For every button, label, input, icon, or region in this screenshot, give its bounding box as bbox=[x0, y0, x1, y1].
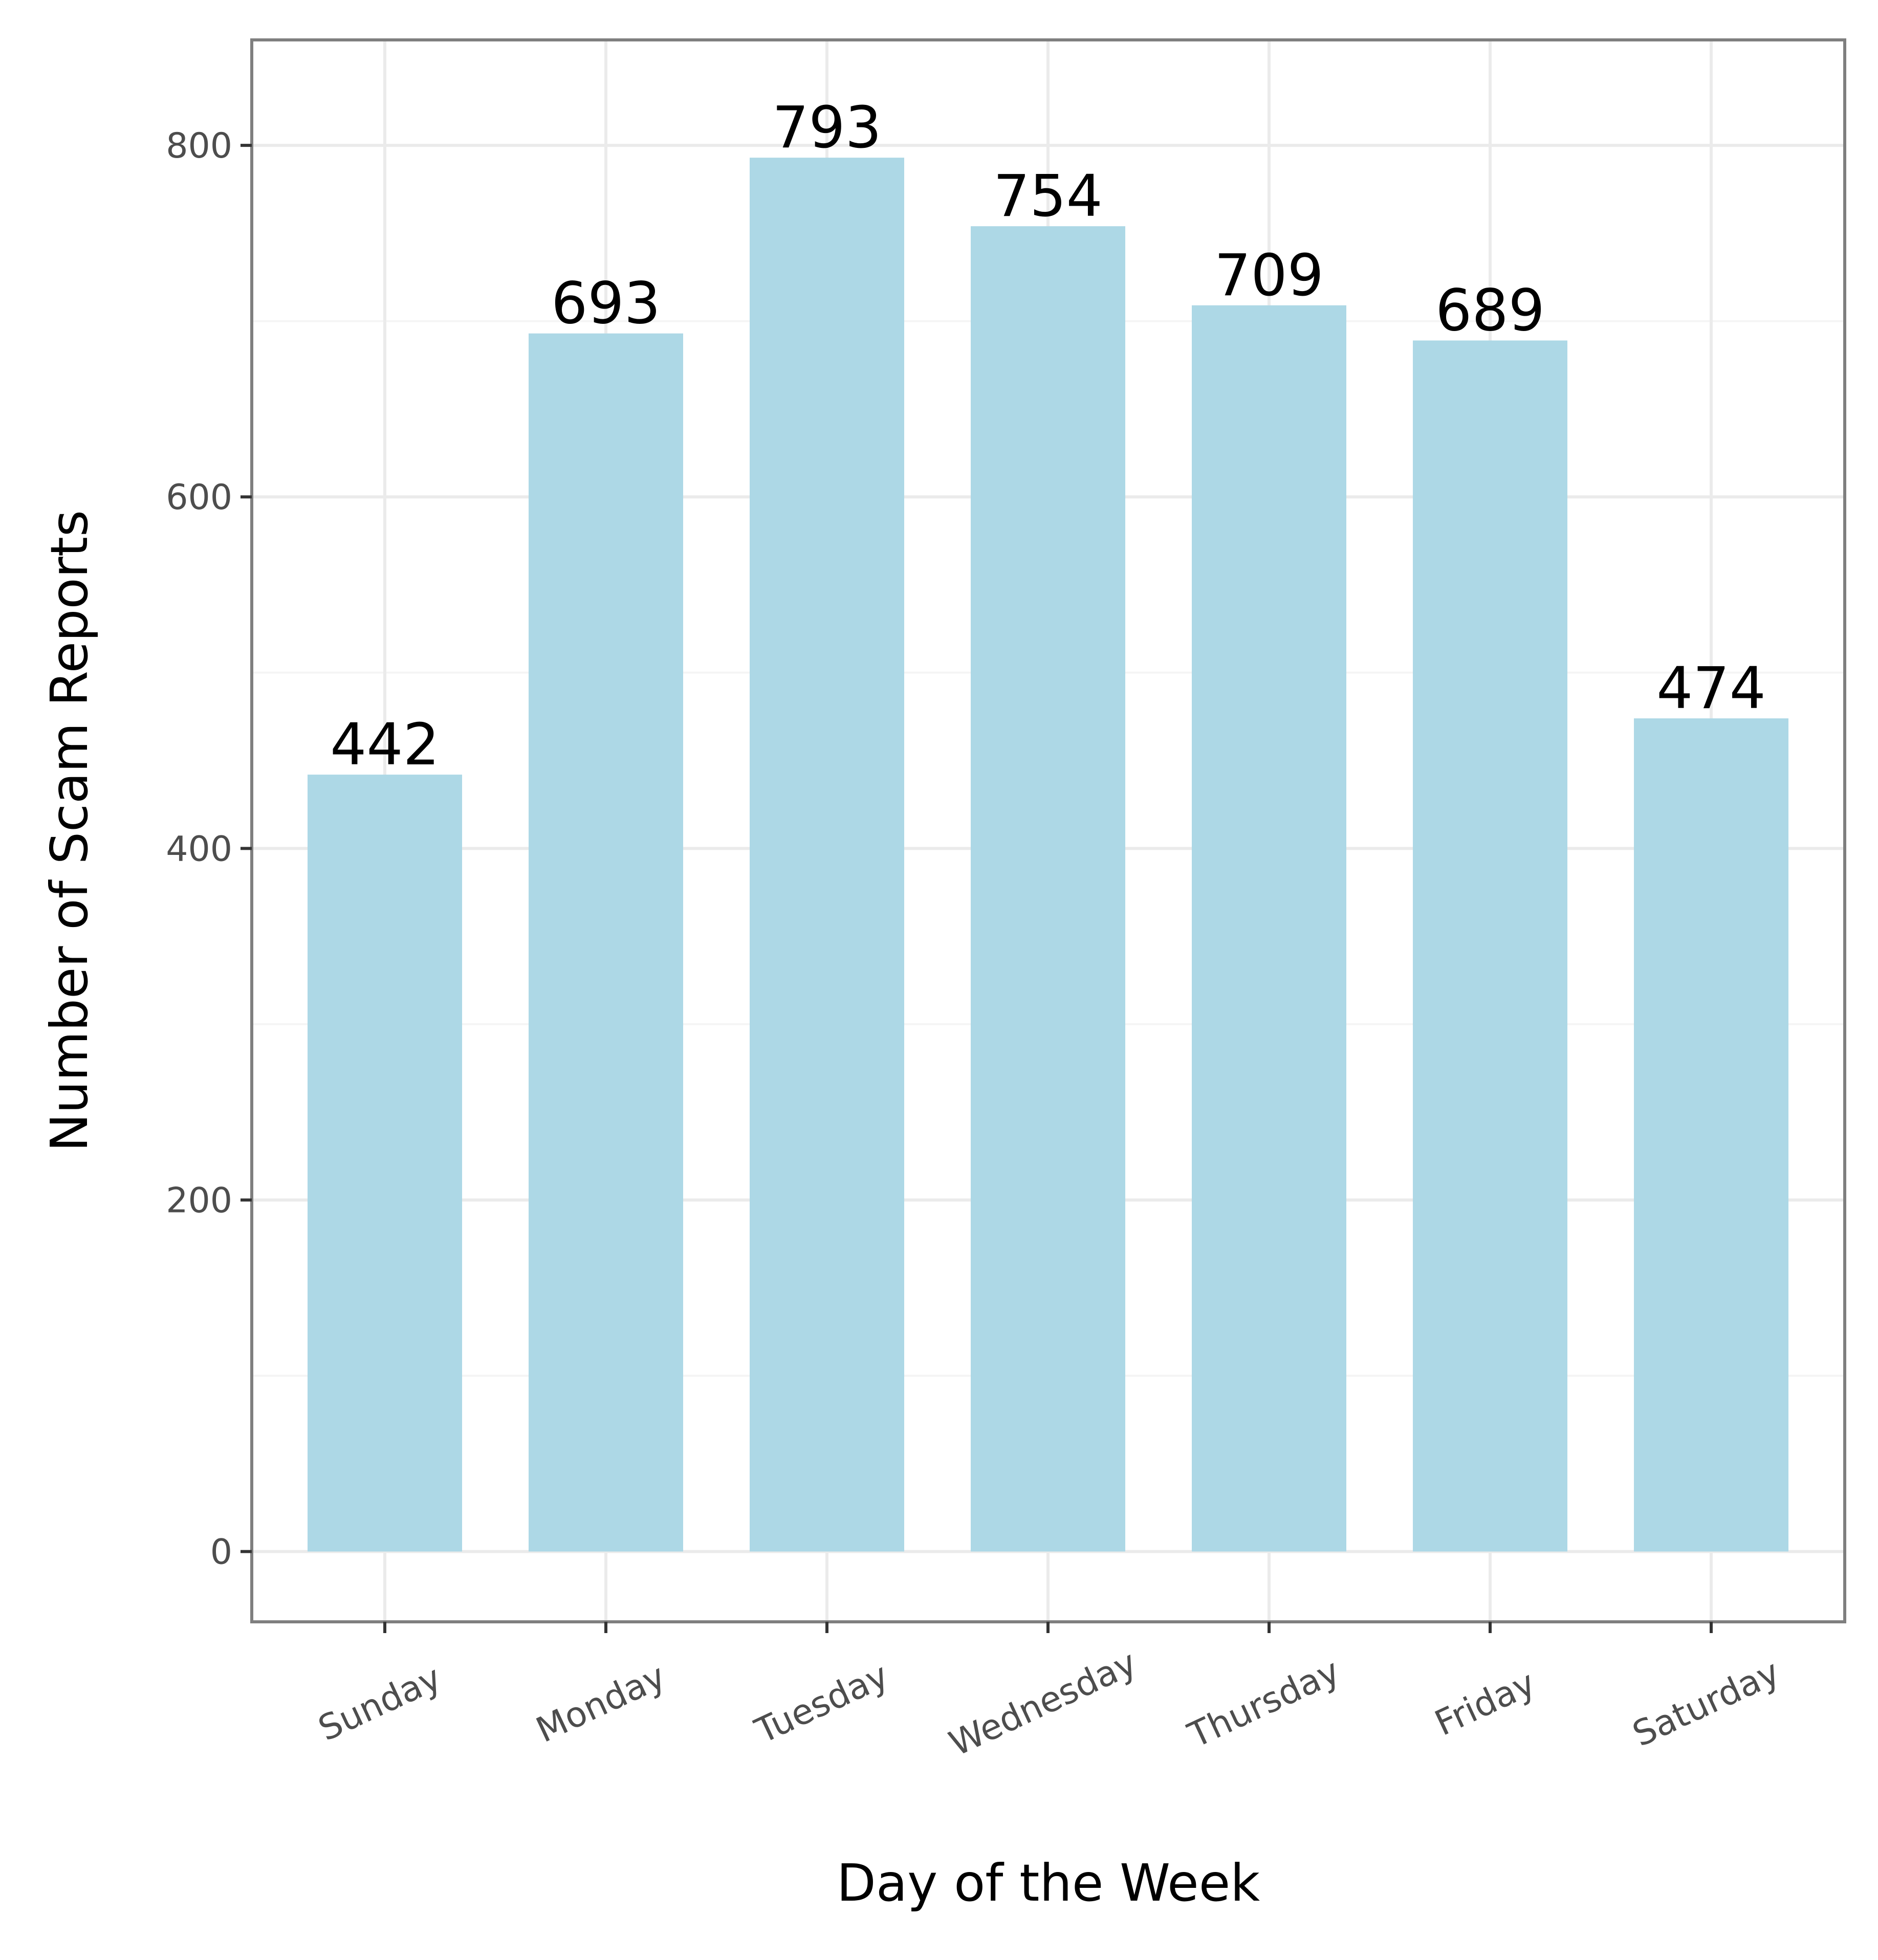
bar-tuesday bbox=[750, 158, 904, 1552]
y-tick-label: 600 bbox=[166, 477, 232, 518]
data-labels: 442 693 793 754 709 689 474 bbox=[330, 95, 1766, 778]
y-tick-label: 0 bbox=[210, 1532, 232, 1573]
x-axis-title: Day of the Week bbox=[837, 1853, 1260, 1913]
data-label-monday: 693 bbox=[551, 271, 661, 337]
data-label-sunday: 442 bbox=[330, 712, 440, 778]
y-axis: 0 200 400 600 800 bbox=[166, 126, 252, 1573]
y-axis-title: Number of Scam Reports bbox=[39, 510, 99, 1152]
bar-sunday bbox=[308, 775, 462, 1552]
bars bbox=[308, 158, 1788, 1552]
bar-thursday bbox=[1192, 305, 1346, 1552]
y-tick-label: 400 bbox=[166, 829, 232, 869]
bar-friday bbox=[1413, 340, 1567, 1552]
data-label-tuesday: 793 bbox=[772, 95, 882, 161]
data-label-wednesday: 754 bbox=[993, 163, 1103, 230]
bar-saturday bbox=[1634, 718, 1788, 1552]
data-label-friday: 689 bbox=[1435, 277, 1545, 344]
bar-monday bbox=[529, 333, 683, 1552]
y-tick-label: 800 bbox=[166, 126, 232, 166]
bar-wednesday bbox=[971, 226, 1125, 1552]
y-tick-label: 200 bbox=[166, 1180, 232, 1221]
data-label-saturday: 474 bbox=[1656, 655, 1766, 722]
data-label-thursday: 709 bbox=[1214, 243, 1324, 309]
